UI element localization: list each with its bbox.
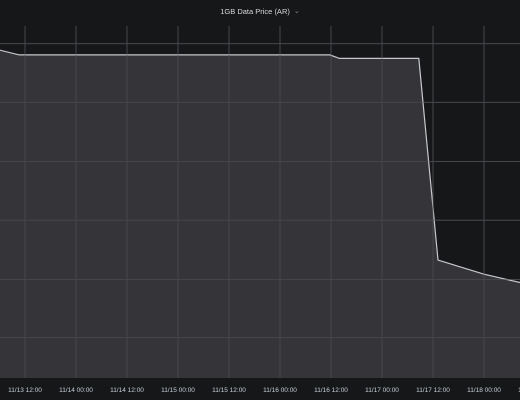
x-tick-label: 11/18 12:00 xyxy=(518,387,520,394)
x-tick-label: 11/17 12:00 xyxy=(416,387,450,394)
series-area xyxy=(0,50,520,378)
x-tick-label: 11/14 00:00 xyxy=(59,387,93,394)
x-tick-label: 11/16 00:00 xyxy=(263,387,297,394)
x-tick-label: 11/13 12:00 xyxy=(8,387,42,394)
x-tick-label: 11/18 00:00 xyxy=(467,387,501,394)
x-tick-label: 11/15 12:00 xyxy=(212,387,246,394)
panel-title[interactable]: 1GB Data Price (AR) xyxy=(220,6,290,16)
x-axis: 11/13 12:00 11/14 00:00 11/14 12:00 11/15 0… xyxy=(8,387,520,394)
area-layer xyxy=(0,49,520,378)
chevron-down-icon[interactable]: ⌄ xyxy=(293,8,300,15)
grid-overlay xyxy=(0,26,520,378)
panel-header[interactable]: 1GB Data Price (AR) ⌄ xyxy=(0,0,520,22)
x-tick-label: 11/14 12:00 xyxy=(110,387,144,394)
series-line xyxy=(0,49,520,284)
x-tick-label: 11/15 00:00 xyxy=(161,387,195,394)
x-tick-label: 11/16 12:00 xyxy=(314,387,348,394)
x-tick-label: 11/17 00:00 xyxy=(365,387,399,394)
